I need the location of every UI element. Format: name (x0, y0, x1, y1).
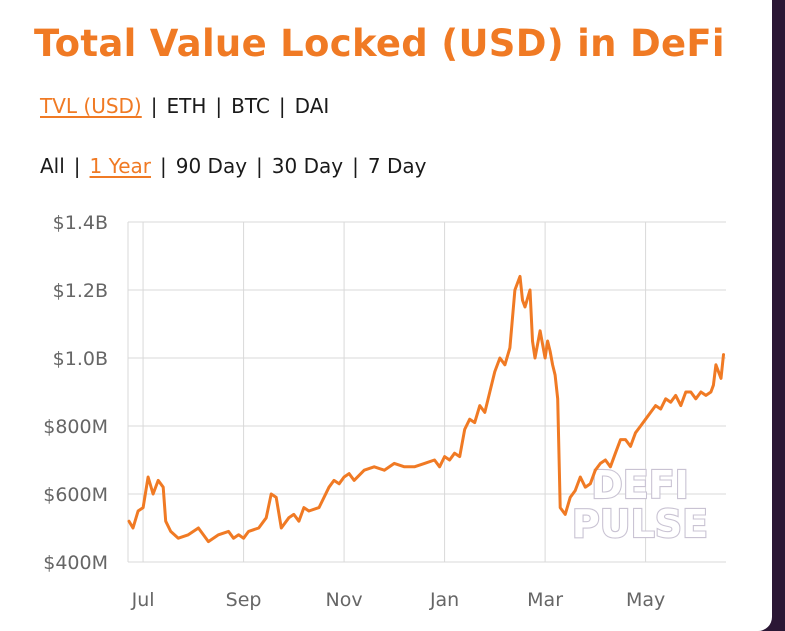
y-tick-label: $1.0B (53, 348, 108, 370)
grid-layer (127, 221, 726, 563)
tab-dai[interactable]: DAI (294, 94, 330, 118)
tab-separator: | (159, 154, 167, 178)
metric-tabs: TVL (USD) | ETH | BTC | DAI (40, 94, 329, 118)
x-tick-label: Jul (131, 589, 155, 611)
page-title: Total Value Locked (USD) in DeFi (34, 22, 725, 65)
tab-separator: | (352, 154, 359, 178)
tab-separator: | (278, 94, 286, 118)
x-tick-label: Nov (326, 589, 363, 611)
watermark-line-2: PULSE (572, 502, 708, 546)
tab-eth[interactable]: ETH (166, 94, 207, 118)
tab-range-7-day[interactable]: 7 Day (367, 154, 427, 178)
y-tick-label: $1.4B (53, 212, 108, 234)
y-tick-label: $1.2B (53, 280, 108, 302)
defi-pulse-watermark: DEFI PULSE (571, 462, 709, 547)
y-tick-label: $800M (43, 416, 108, 438)
range-tabs: All | 1 Year | 90 Day | 30 Day | 7 Day (40, 154, 426, 178)
y-tick-label: $600M (43, 484, 108, 506)
tab-separator: | (150, 94, 158, 118)
watermark-line-1: DEFI (591, 463, 689, 507)
tab-range-all[interactable]: All (40, 154, 65, 178)
tab-tvl-usd[interactable]: TVL (USD) (40, 94, 142, 118)
series-line-tvl (127, 274, 725, 544)
y-tick-label: $400M (43, 552, 108, 574)
x-tick-label: Mar (527, 589, 563, 611)
tab-separator: | (215, 94, 223, 118)
tab-range-30-day[interactable]: 30 Day (271, 154, 344, 178)
tab-separator: | (73, 154, 81, 178)
axis-labels: $400M $600M $800M $1.0B $1.2B $1.4B Jul Sep Nov J… (43, 212, 665, 611)
x-tick-label: May (626, 589, 665, 611)
tab-range-90-day[interactable]: 90 Day (175, 154, 248, 178)
series-layer (127, 274, 725, 544)
tab-btc[interactable]: BTC (231, 94, 270, 118)
tvl-line-chart: DEFI PULSE $400M $600M $800M $1.0B $1.2B $1.4… (43, 212, 726, 611)
tab-range-1-year[interactable]: 1 Year (89, 154, 151, 178)
x-tick-label: Sep (226, 589, 262, 611)
x-tick-label: Jan (429, 589, 459, 611)
tab-separator: | (256, 154, 263, 178)
